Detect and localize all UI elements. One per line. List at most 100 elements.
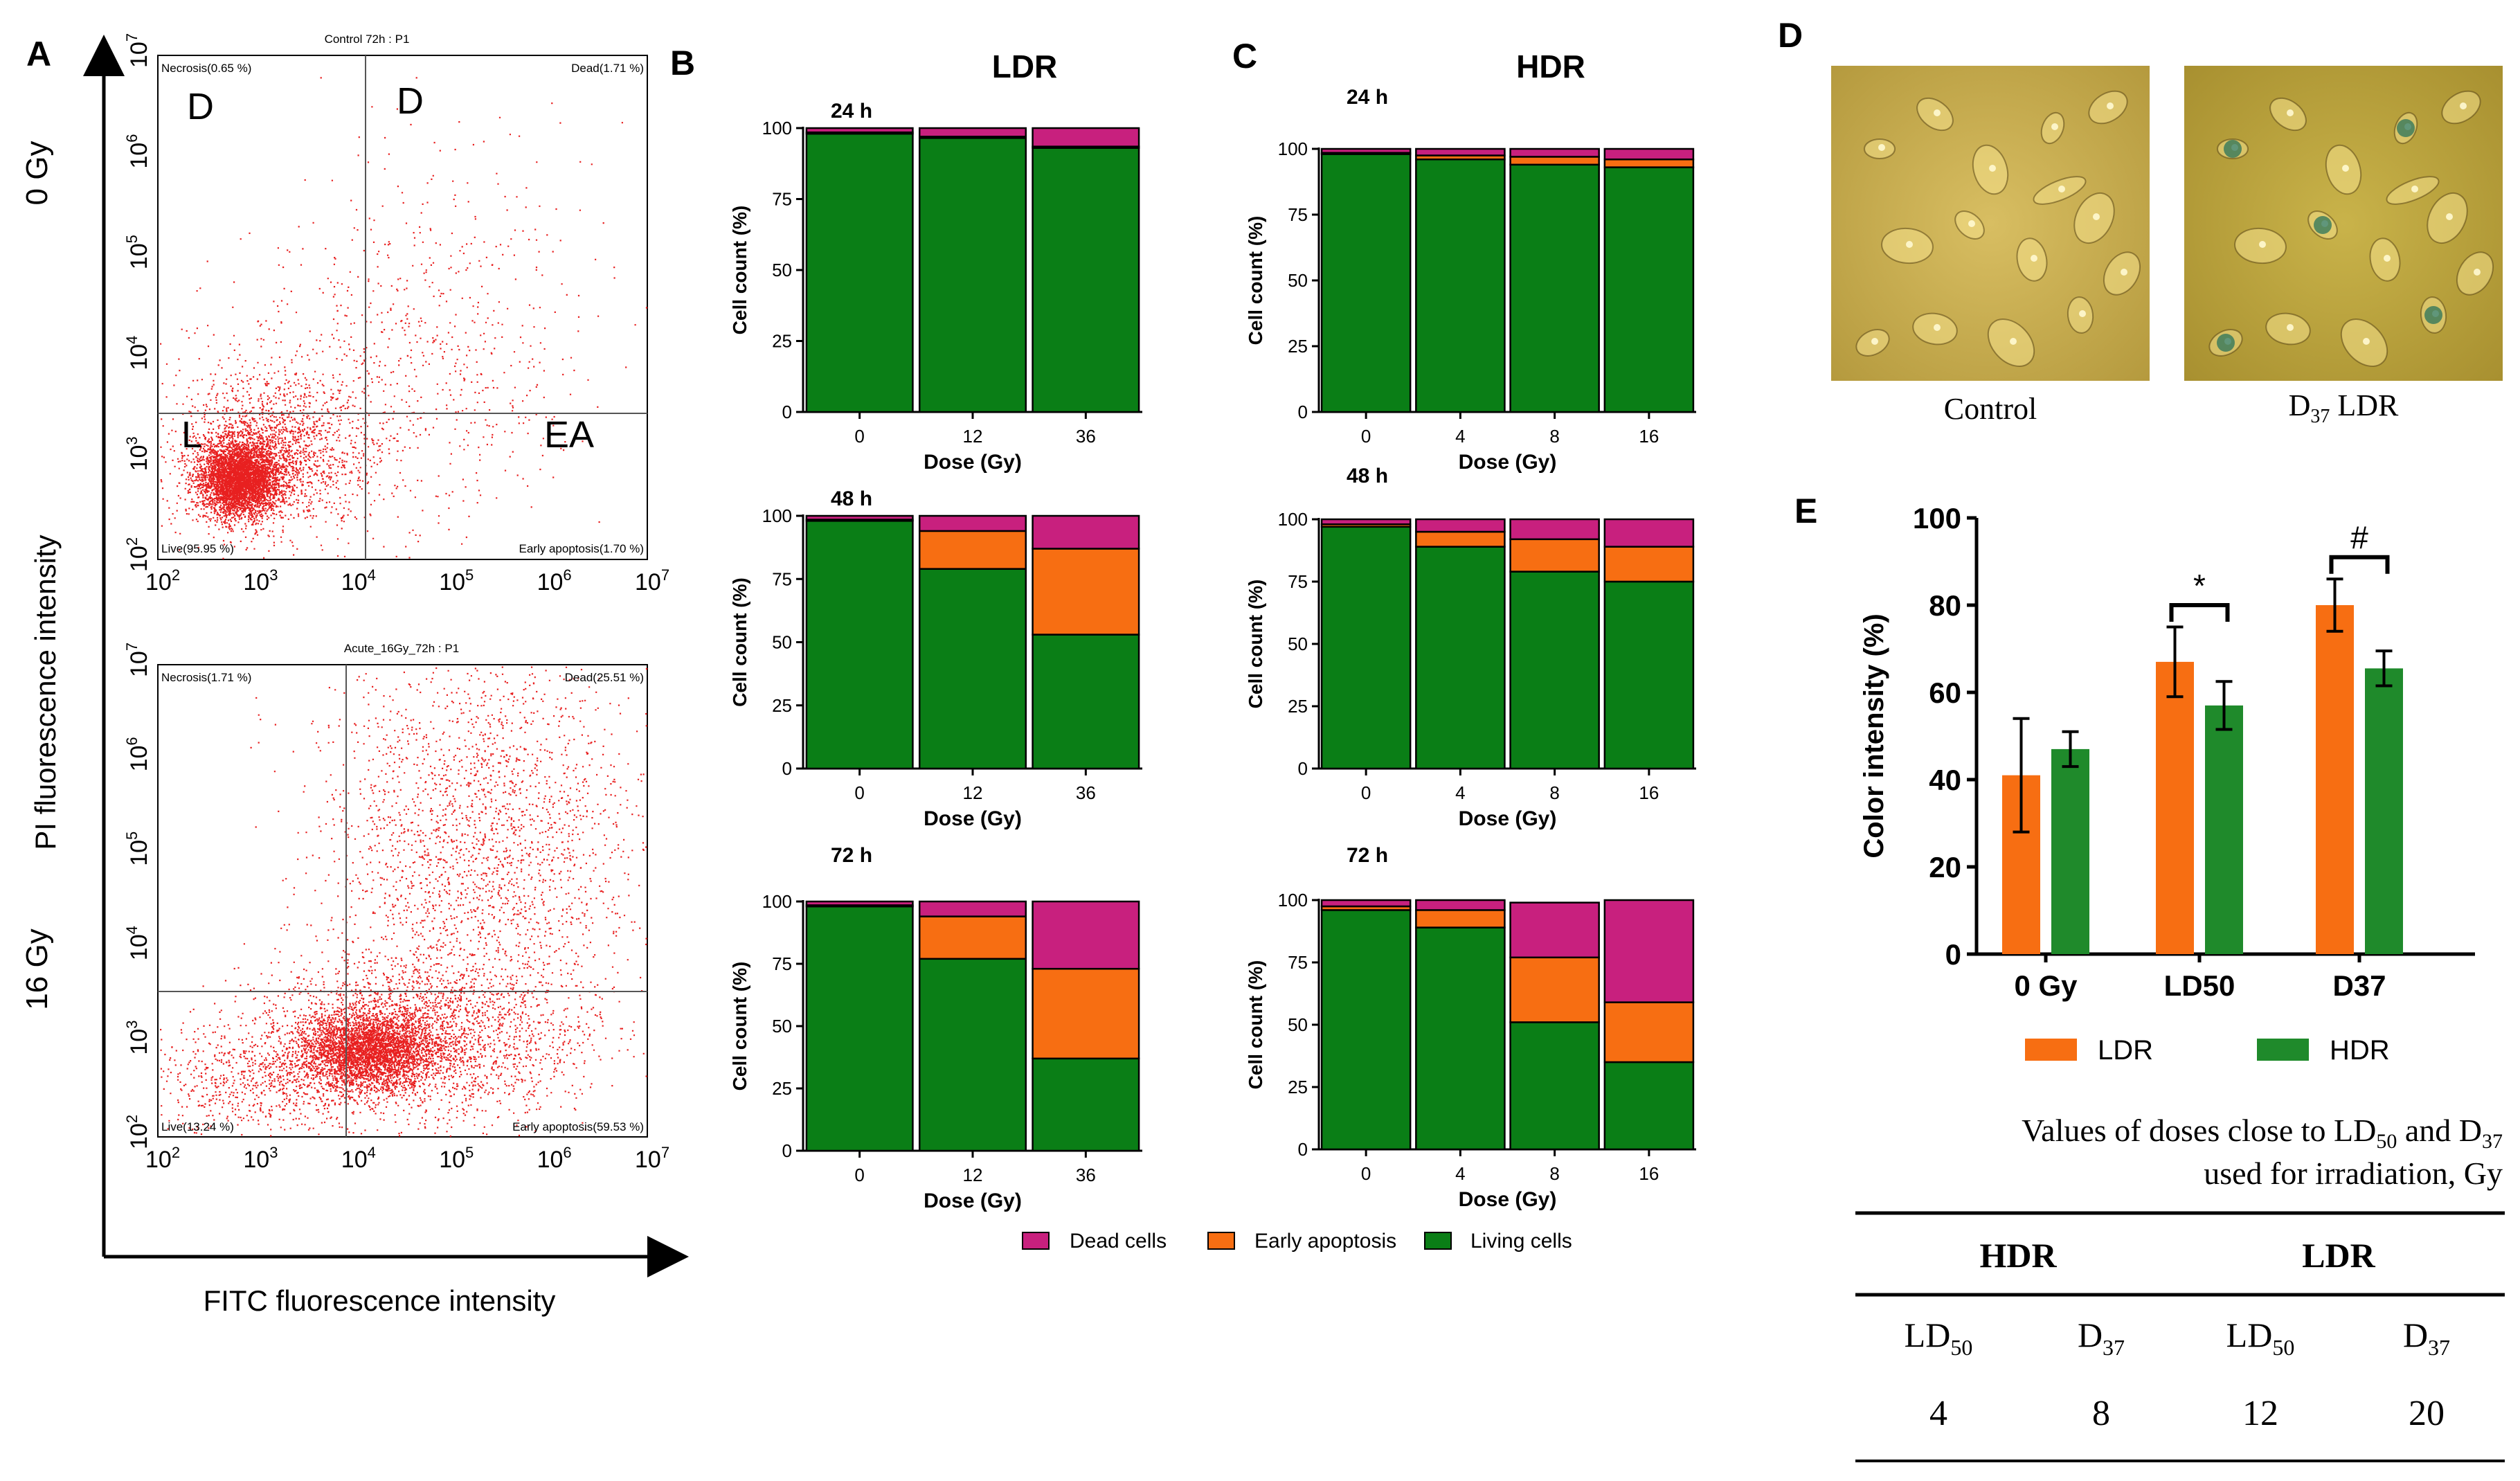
bar-segment-living-cells	[1509, 163, 1600, 413]
bar-segment-early-apoptosis	[1603, 546, 1695, 583]
bar-segment-dead-cells	[1415, 147, 1506, 156]
y-tick-label: 102	[123, 1115, 152, 1149]
tick-base: 10	[439, 1147, 465, 1173]
bar-segment-living-cells	[1415, 926, 1506, 1151]
flow-frame	[157, 664, 648, 1138]
tick-exponent: 3	[123, 436, 141, 445]
y-tick-label: 0	[1298, 758, 1308, 779]
bar-segment-early-apoptosis	[918, 915, 1027, 960]
bar-segment-living-cells	[1032, 634, 1140, 770]
tick-exponent: 6	[123, 134, 141, 143]
x-tick-label: 8	[1549, 426, 1559, 447]
bar-segment-early-apoptosis	[1509, 538, 1600, 573]
tick-exponent: 2	[172, 566, 180, 584]
y-tick-label: 102	[123, 537, 152, 572]
y-tick-label: 40	[1929, 764, 1961, 796]
y-tick-label: 80	[1929, 589, 1961, 622]
tick-base: 10	[243, 1147, 269, 1173]
y-axis-label: Cell count (%)	[1245, 216, 1266, 345]
panel-a-x-label: FITC fluorescence intensity	[204, 1284, 556, 1317]
cell-nucleus	[1871, 338, 1878, 345]
cell-nucleus	[1906, 241, 1913, 248]
tick-exponent: 5	[123, 832, 141, 840]
x-tick-label: 16	[1639, 426, 1659, 447]
header-sub: 37	[2428, 1335, 2450, 1360]
y-tick-label: 0	[782, 402, 792, 422]
cell-nucleus	[1968, 220, 1975, 227]
x-tick-label: 103	[243, 566, 278, 595]
table-col-header: D37	[2403, 1316, 2450, 1360]
flow-title: Acute_16Gy_72h : P1	[344, 642, 459, 655]
scatter-points	[160, 77, 648, 559]
tick-exponent: 7	[123, 643, 141, 651]
bar-segment-dead-cells	[805, 127, 914, 134]
bar-segment-dead-cells	[805, 514, 914, 521]
panel-letter-c: C	[1232, 37, 1257, 75]
x-tick-label: 0	[1361, 1163, 1371, 1184]
y-tick-label: 75	[772, 189, 792, 210]
legend-label-living: Living cells	[1470, 1230, 1572, 1253]
legend-swatch-dead	[1022, 1232, 1050, 1250]
x-tick-label: 106	[537, 1144, 572, 1173]
panel-letter-a: A	[26, 35, 51, 73]
bar-segment-early-apoptosis	[1603, 1001, 1695, 1063]
y-tick-label: 105	[123, 832, 152, 866]
chart-subtitle: 48 h	[831, 487, 872, 510]
tick-exponent: 5	[123, 235, 141, 243]
x-tick-label: 0	[854, 782, 864, 803]
table-caption-line2: used for irradiation, Gy	[2204, 1156, 2503, 1191]
panel-d: Control D37 LDR	[1831, 66, 2503, 427]
bar-segment-living-cells	[1509, 571, 1600, 770]
x-tick-label: 4	[1455, 1163, 1465, 1184]
panel-c-title: HDR	[1516, 48, 1585, 84]
bar-segment-dead-cells	[1032, 127, 1140, 147]
cell-nucleus	[2411, 186, 2418, 192]
tick-exponent: 4	[368, 1144, 376, 1161]
tick-base: 10	[537, 569, 564, 595]
cell-nucleus	[2474, 269, 2481, 276]
stain-spot	[2397, 119, 2415, 137]
micrograph-label-control: Control	[1944, 392, 2037, 426]
x-tick-label: 102	[145, 566, 180, 595]
bar-segment-early-apoptosis	[1509, 156, 1600, 166]
label-d37-rest: LDR	[2330, 388, 2399, 422]
legend-label-dead: Dead cells	[1070, 1230, 1167, 1253]
cell-nucleus	[2287, 324, 2294, 331]
y-tick-label: 100	[1278, 138, 1308, 159]
x-tick-label: 104	[341, 566, 376, 595]
cell-nucleus	[2342, 165, 2349, 172]
y-axis-label: Cell count (%)	[729, 962, 750, 1091]
y-axis-label: Cell count (%)	[729, 206, 750, 335]
bar-segment-early-apoptosis	[1509, 956, 1600, 1023]
y-tick-label: 107	[123, 33, 152, 68]
bar-segment-dead-cells	[918, 900, 1027, 917]
x-tick-label: 16	[1639, 782, 1659, 803]
bar-segment-dead-cells	[1320, 518, 1412, 526]
cell-nucleus	[2031, 255, 2037, 262]
bar-segment-dead-cells	[1320, 899, 1412, 908]
x-tick-label: 105	[439, 1144, 474, 1173]
x-axis-label: Dose (Gy)	[1459, 1188, 1557, 1211]
tick-base: 10	[126, 746, 152, 772]
header-sub: 50	[1950, 1335, 1972, 1360]
y-tick-label: 25	[1288, 336, 1308, 357]
y-tick-label: 75	[772, 953, 792, 974]
cells	[1855, 90, 2141, 367]
color-intensity-chart: 0 20 40 60 80 100 Color intensity (%) 0 Gy LD50 D…	[1859, 502, 2475, 1002]
stacked-chart-ldr-48h: 48 h 0 25 50 75 100 Cell count (%) 0 12 36 Dose (G…	[729, 487, 1142, 830]
y-tick-label: 103	[123, 1021, 152, 1055]
cell-nucleus	[1934, 109, 1941, 116]
bar-segment-early-apoptosis	[1032, 548, 1140, 636]
bar-segment-dead-cells	[1320, 147, 1412, 154]
panel-a: PI fluorescence intensity FITC fluoresce…	[20, 33, 689, 1317]
bar-segment-living-cells	[1415, 546, 1506, 770]
chart-subtitle: 72 h	[1347, 844, 1388, 867]
tick-base: 10	[341, 569, 368, 595]
tick-exponent: 4	[123, 926, 141, 934]
y-tick-label: 100	[762, 891, 792, 912]
caption-sub2: 37	[2482, 1130, 2503, 1153]
tick-base: 10	[126, 651, 152, 677]
bar-segment-living-cells	[918, 137, 1027, 413]
y-tick-label: 107	[123, 643, 152, 677]
